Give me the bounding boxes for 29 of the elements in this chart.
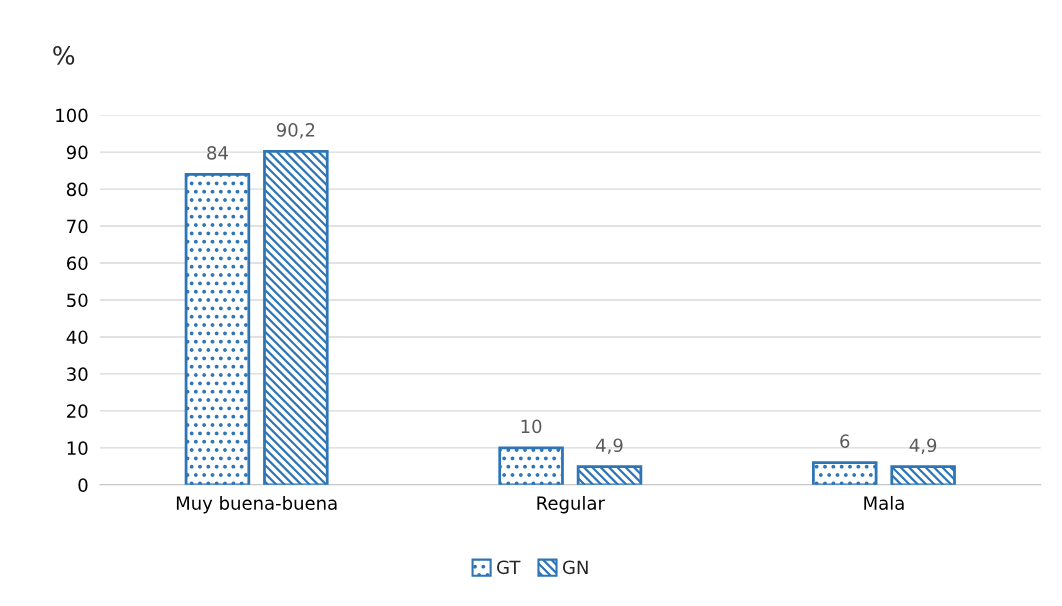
legend-label: GT — [497, 560, 521, 575]
data-label: 84 — [207, 146, 228, 160]
x-tick-label: Regular — [537, 495, 605, 514]
data-label: 4,9 — [596, 438, 623, 454]
bar — [184, 172, 251, 485]
y-tick-label: 0 — [78, 478, 88, 492]
data-label: 6 — [840, 434, 850, 449]
bar — [811, 461, 878, 485]
bar — [890, 465, 956, 485]
y-tick-label: 80 — [66, 182, 88, 197]
data-label: 4,9 — [909, 438, 937, 454]
bar — [263, 149, 329, 485]
y-tick-label: 60 — [67, 256, 88, 271]
x-tick-label: Muy buena-buena — [176, 495, 337, 514]
y-tick-label: 90 — [66, 145, 88, 160]
x-tick-label: Mala — [864, 495, 904, 510]
y-tick-label: 30 — [67, 367, 88, 382]
bar — [576, 465, 643, 485]
y-tick-label: 50 — [67, 293, 88, 308]
y-tick-label: 20 — [67, 404, 88, 418]
y-tick-label: 70 — [67, 219, 88, 234]
legend-label: GN — [562, 560, 588, 575]
y-tick-label: 100 — [56, 108, 88, 123]
data-label: 90,2 — [276, 123, 315, 139]
y-tick-label: 10 — [67, 441, 88, 455]
y-tick-label: 40 — [66, 330, 88, 345]
bar — [498, 446, 564, 485]
y-axis-title: % — [53, 45, 75, 65]
data-label: 10 — [521, 419, 542, 434]
